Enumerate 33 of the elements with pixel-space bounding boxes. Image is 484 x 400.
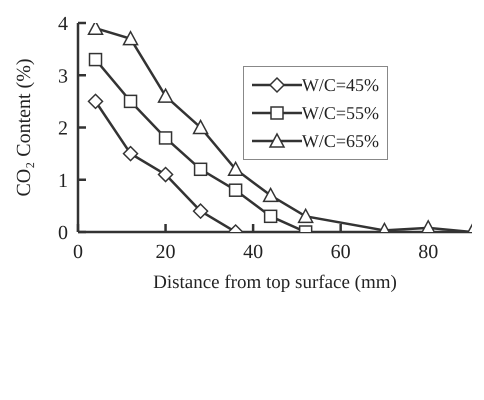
x-tick-label: 20	[156, 241, 176, 264]
x-tick-label: 60	[330, 241, 351, 264]
point	[192, 203, 208, 219]
x-tick-label: 0	[73, 241, 83, 264]
y-tick-label: 0	[58, 222, 68, 244]
x-tick-label: 40	[243, 241, 264, 264]
y-tick-label: 1	[58, 170, 68, 192]
point	[264, 210, 278, 224]
point	[194, 162, 208, 176]
legend-label: W/C=55%	[302, 102, 379, 124]
point	[122, 30, 138, 46]
point	[228, 183, 242, 197]
point	[158, 88, 174, 103]
point	[88, 94, 104, 110]
point	[122, 146, 138, 162]
y-tick-label: 2	[58, 118, 68, 140]
point	[158, 131, 172, 145]
point	[124, 94, 138, 108]
legend-label: W/C=45%	[302, 74, 379, 96]
point	[420, 220, 436, 232]
y-tick-label: 3	[58, 65, 68, 88]
point	[298, 208, 314, 224]
point	[192, 120, 208, 134]
point	[228, 162, 244, 176]
x-axis-title: Distance from top surface (mm)	[153, 272, 397, 293]
point	[262, 188, 278, 202]
y-tick-label: 4	[58, 13, 68, 36]
y-axis-title: CO₂ Content (%)	[13, 58, 35, 197]
x-tick-label: 80	[418, 241, 438, 264]
point	[158, 166, 174, 182]
point	[88, 52, 102, 66]
legend-label: W/C=65%	[302, 130, 379, 152]
point	[88, 23, 104, 35]
